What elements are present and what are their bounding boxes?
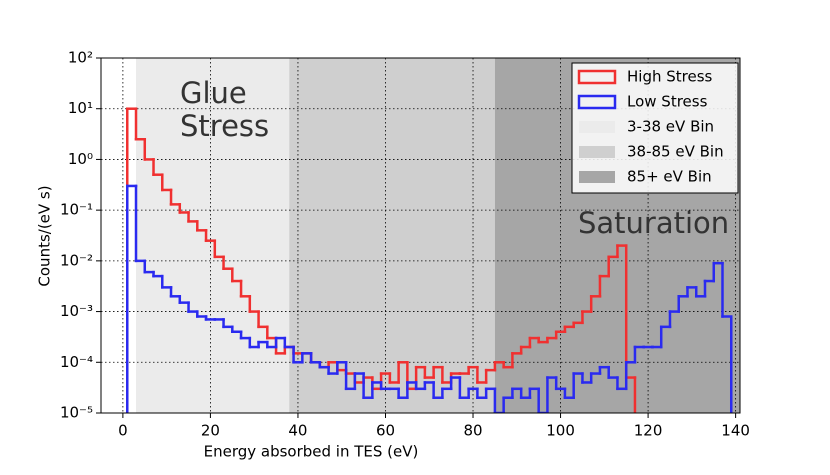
- x-tick-label: 40: [288, 422, 307, 440]
- x-tick-label: 140: [721, 422, 750, 440]
- legend-label: Low Stress: [627, 93, 708, 111]
- series: [126, 184, 733, 413]
- annotation: Glue: [180, 76, 247, 110]
- x-tick-label: 0: [118, 422, 128, 440]
- legend-label: 38-85 eV Bin: [627, 143, 724, 161]
- x-tick-label: 20: [201, 422, 220, 440]
- regions: [136, 58, 740, 413]
- y-tick-label: 10⁰: [68, 150, 93, 168]
- bin-region: [289, 58, 495, 413]
- legend-swatch: [579, 171, 615, 183]
- legend-label: 85+ eV Bin: [627, 168, 712, 186]
- y-tick-label: 10⁻¹: [60, 201, 93, 219]
- histograms: [126, 107, 733, 413]
- y-axis-label: Counts/(eV s): [36, 185, 54, 286]
- annotation: Stress: [180, 109, 269, 143]
- legend-swatch: [577, 94, 617, 110]
- y-tick-label: 10⁻⁴: [60, 353, 93, 371]
- bin-region: [136, 58, 290, 413]
- ticks: 0 20 40 60 80 100 120 140 10⁻⁵ 10⁻⁴ 10⁻³ 10⁻² 10⁻¹ 10…: [60, 49, 750, 440]
- legend-swatch: [579, 121, 615, 133]
- legend-label: High Stress: [627, 68, 713, 86]
- legend-swatch: [579, 146, 615, 158]
- x-tick-label: 120: [634, 422, 663, 440]
- y-tick-label: 10¹: [68, 99, 93, 117]
- x-tick-label: 60: [376, 422, 395, 440]
- y-tick-label: 10⁻⁵: [60, 404, 93, 422]
- legend-swatch: [577, 69, 617, 85]
- x-axis-label: Energy absorbed in TES (eV): [204, 443, 419, 461]
- legend: High Stress Low Stress 3-38 eV Bin 38-85 eV…: [571, 62, 739, 194]
- y-tick-label: 10⁻²: [60, 251, 93, 269]
- y-tick-label: 10²: [68, 49, 93, 67]
- x-tick-label: 80: [463, 422, 482, 440]
- axes-frame: [100, 57, 741, 414]
- legend-label: 3-38 eV Bin: [627, 118, 714, 136]
- x-tick-label: 100: [546, 422, 575, 440]
- y-tick-label: 10⁻³: [60, 302, 93, 320]
- annotation: Saturation: [578, 206, 729, 240]
